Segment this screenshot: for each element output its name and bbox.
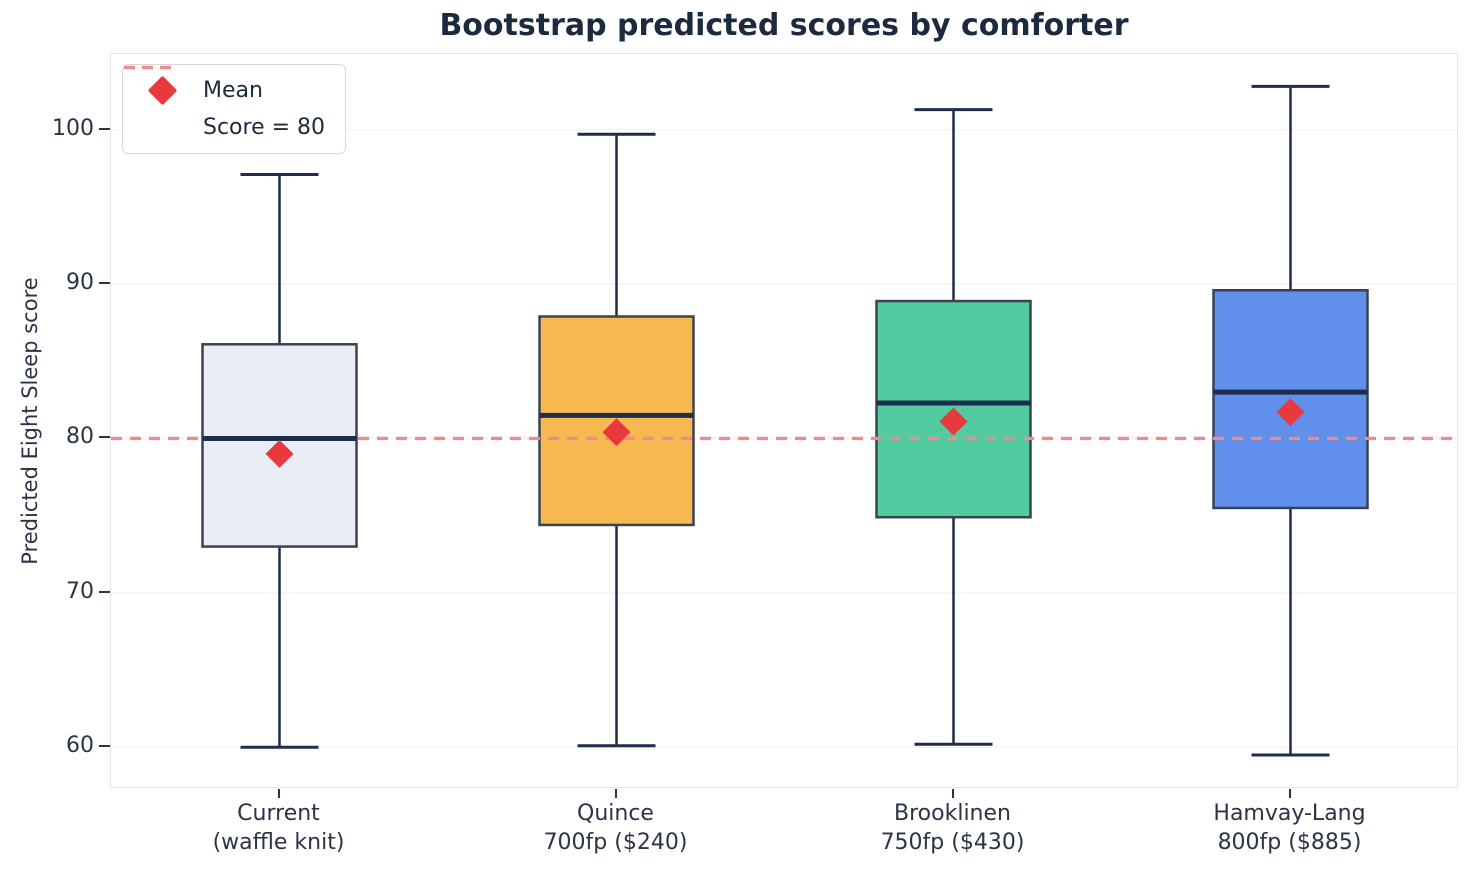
legend: Mean Score = 80 [122,64,347,154]
x-category-label: Current (waffle knit) [212,801,345,855]
mean-diamond-icon [147,75,177,106]
mean-marker [602,418,631,447]
y-tick-label: 100 [52,115,94,141]
legend-swatch [135,75,189,106]
mean-marker [1276,398,1305,427]
x-category-label: Hamvay-Lang 800fp ($885) [1213,801,1366,855]
plot-area: Mean Score = 80 [110,53,1459,788]
boxplot-canvas [111,84,1459,757]
x-tick-mark [277,789,280,798]
x-tick-mark [1288,789,1291,798]
legend-item-score-line: Score = 80 [124,65,326,146]
dashed-line-icon [124,65,176,70]
y-tick-label: 80 [66,424,94,450]
y-tick-label: 70 [66,578,94,604]
y-tick-label: 60 [66,733,94,759]
legend-label-score: Score = 80 [203,115,326,140]
y-tick-mark [99,590,110,593]
y-tick-mark [99,436,110,439]
x-category-label: Brooklinen 750fp ($430) [880,801,1025,855]
chart-title: Bootstrap predicted scores by comforter [439,8,1129,43]
legend-label-mean: Mean [203,78,263,103]
legend-item-mean: Mean [135,72,325,109]
mean-marker [939,407,968,436]
y-tick-mark [99,745,110,748]
y-tick-mark [99,127,110,130]
mean-marker [265,439,294,468]
y-tick-label: 90 [66,270,94,296]
x-tick-mark [614,789,617,798]
x-tick-mark [951,789,954,798]
y-tick-mark [99,282,110,285]
x-category-label: Quince 700fp ($240) [543,801,688,855]
